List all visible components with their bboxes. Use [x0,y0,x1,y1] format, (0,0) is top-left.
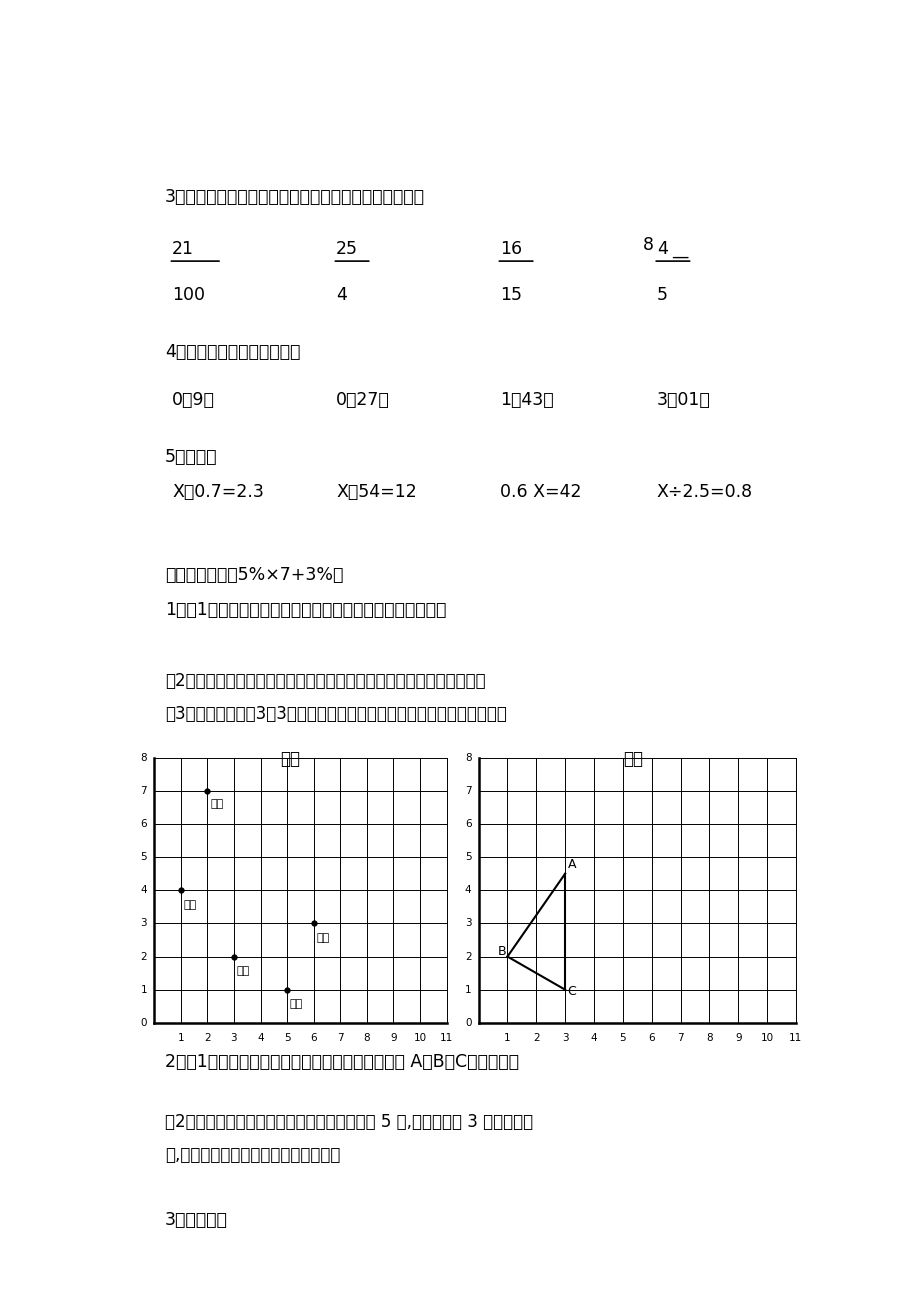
Text: 6: 6 [141,819,147,829]
Text: 16: 16 [500,240,522,259]
Text: 图二: 图二 [623,750,642,767]
Text: 6: 6 [648,1034,654,1043]
Text: 8: 8 [363,1034,369,1043]
Text: X－54=12: X－54=12 [335,484,416,502]
Text: 2、（1）观察图二，用数对表示三角形的三个顶点 A、B、C、的位置。: 2、（1）观察图二，用数对表示三角形的三个顶点 A、B、C、的位置。 [165,1053,518,1071]
Text: 3、找规律：: 3、找规律： [165,1212,228,1228]
Text: 0.6 X=42: 0.6 X=42 [500,484,581,502]
Text: 1: 1 [504,1034,510,1043]
Text: C: C [567,985,575,998]
Text: 7: 7 [676,1034,683,1043]
Text: 0．9＝: 0．9＝ [172,391,215,410]
Text: 5: 5 [618,1034,626,1043]
Text: 100: 100 [172,286,205,304]
Text: 李刚: 李刚 [289,998,302,1009]
Text: 9: 9 [390,1034,396,1043]
Text: 2: 2 [204,1034,210,1043]
Text: 1、（1）观察图一，用数对表示刘雷、程丽家所在的位置。: 1、（1）观察图一，用数对表示刘雷、程丽家所在的位置。 [165,602,446,619]
Text: X＋0.7=2.3: X＋0.7=2.3 [172,484,264,502]
Text: 1．43＝: 1．43＝ [500,391,553,410]
Text: 4: 4 [257,1034,264,1043]
Text: 7: 7 [141,785,147,796]
Text: 五、解决问题（5%×7+3%）: 五、解决问题（5%×7+3%） [165,567,343,585]
Text: —: — [671,248,687,266]
Text: 1: 1 [141,984,147,994]
Text: 3: 3 [464,918,471,928]
Text: 8: 8 [641,237,652,254]
Text: A: A [567,858,575,871]
Text: 8: 8 [705,1034,712,1043]
Text: 1: 1 [177,1034,184,1043]
Text: 5、解方程: 5、解方程 [165,448,217,467]
Text: 3: 3 [231,1034,237,1043]
Text: （2）李刚想到刘雷家玩，要向西走（　　）格，在向北走（　　）格。: （2）李刚想到刘雷家玩，要向西走（ ）格，在向北走（ ）格。 [165,672,485,689]
Text: 9: 9 [734,1034,741,1043]
Text: （3）学校位置在（3，3），画出李刚上学但必须经过王平家的最近路线。: （3）学校位置在（3，3），画出李刚上学但必须经过王平家的最近路线。 [165,705,506,723]
Text: X÷2.5=0.8: X÷2.5=0.8 [656,484,752,502]
Text: 7: 7 [464,785,471,796]
Text: 4: 4 [656,240,667,259]
Text: 刘雷: 刘雷 [210,800,223,809]
Text: 11: 11 [439,1034,453,1043]
Text: 3、把下面的分数化成小数。（除不尽的保留三位小数）: 3、把下面的分数化成小数。（除不尽的保留三位小数） [165,188,425,205]
Text: 5: 5 [141,852,147,862]
Text: 6: 6 [310,1034,317,1043]
Text: 10: 10 [760,1034,773,1043]
Text: 3: 3 [141,918,147,928]
Text: 8: 8 [464,753,471,763]
Text: 2: 2 [532,1034,539,1043]
Text: 4: 4 [335,286,346,304]
Text: 0: 0 [464,1018,471,1028]
Text: 25: 25 [335,240,357,259]
Text: 王平: 王平 [236,966,250,976]
Text: 21: 21 [172,240,194,259]
Text: 6: 6 [464,819,471,829]
Text: （2）如果图中三角形是一个三角形先向左平移 5 格,在向下平移 3 格得到的效: （2）如果图中三角形是一个三角形先向左平移 5 格,在向下平移 3 格得到的效 [165,1113,532,1131]
Text: 1: 1 [464,984,471,994]
Text: 8: 8 [141,753,147,763]
Text: 5: 5 [656,286,667,304]
Text: B: B [497,945,505,958]
Text: 4、把下面的小数化成分数。: 4、把下面的小数化成分数。 [165,343,300,361]
Text: 4: 4 [141,885,147,896]
Text: 3: 3 [562,1034,568,1043]
Text: 7: 7 [336,1034,343,1043]
Text: 图一: 图一 [279,750,300,767]
Text: 10: 10 [413,1034,426,1043]
Text: 0: 0 [141,1018,147,1028]
Text: 0．27＝: 0．27＝ [335,391,390,410]
Text: 2: 2 [141,952,147,962]
Text: 5: 5 [464,852,471,862]
Text: 2: 2 [464,952,471,962]
Text: 果,你能画出原来三角形所在的位置吗？: 果,你能画出原来三角形所在的位置吗？ [165,1147,340,1164]
Text: 3．01＝: 3．01＝ [656,391,709,410]
Text: 章杰: 章杰 [316,932,329,942]
Text: 15: 15 [500,286,521,304]
Text: 4: 4 [590,1034,596,1043]
Text: 4: 4 [464,885,471,896]
Text: 程丽: 程丽 [183,900,197,910]
Text: 11: 11 [789,1034,801,1043]
Text: 5: 5 [283,1034,290,1043]
